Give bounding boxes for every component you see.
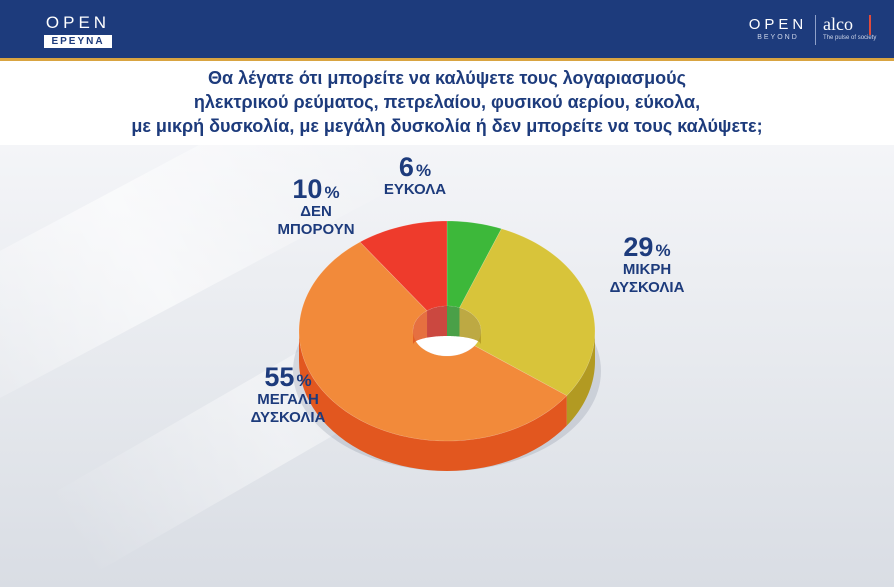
slice-label-megali-duskolia: 55% ΜΕΓΑΛΗ ΔΥΣΚΟΛΙΑ: [228, 363, 348, 427]
slice-inner-wall-3: [427, 306, 447, 338]
donut-chart: [293, 220, 601, 471]
slice-side-1: [566, 331, 595, 426]
slice-side-2: [299, 331, 567, 471]
alco-tagline: The pulse of society: [823, 35, 877, 41]
slice-label-eukola: 6% ΕΥΚΟΛΑ: [370, 153, 460, 199]
slice-inner-wall-1: [459, 307, 481, 345]
alco-logo: alco The pulse of society: [823, 14, 883, 43]
alco-word: alco: [823, 14, 853, 34]
slice-label-mikri-duskolia: 29% ΜΙΚΡΗ ΔΥΣΚΟΛΙΑ: [592, 233, 702, 297]
percent-sign: %: [655, 241, 671, 260]
slice-category: ΕΥΚΟΛΑ: [383, 181, 447, 198]
slice-label-den-boroun: 10% ΔΕΝ ΜΠΟΡΟΥΝ: [266, 175, 366, 239]
percent-sign: %: [324, 183, 340, 202]
open-logo-word: OPEN: [45, 13, 111, 32]
open-beyond-logo: OPEN BEYOND: [745, 17, 811, 43]
slice-value: 10: [292, 174, 323, 204]
slice-inner-wall-2: [413, 310, 428, 345]
ereuna-logo-sub: ΕΡΕΥΝΑ: [44, 35, 112, 48]
slice-value: 55: [264, 362, 295, 392]
slice-category: ΜΕΓΑΛΗ ΔΥΣΚΟΛΙΑ: [250, 391, 326, 426]
chart-title-line-2: ηλεκτρικού ρεύματος, πετρελαίου, φυσικού…: [193, 92, 701, 112]
logo-divider: [815, 15, 816, 45]
open-ereuna-logo: OPEN ΕΡΕΥΝΑ: [44, 14, 112, 48]
alco-accent-bar: [869, 15, 871, 35]
slice-category: ΔΕΝ ΜΠΟΡΟΥΝ: [277, 203, 355, 238]
header-bar: OPEN ΕΡΕΥΝΑ OPEN BEYOND alco The pulse o…: [0, 0, 894, 61]
chart-area: 6% ΕΥΚΟΛΑ 29% ΜΙΚΡΗ ΔΥΣΚΟΛΙΑ 55% ΜΕΓΑΛΗ …: [0, 145, 894, 587]
percent-sign: %: [296, 371, 312, 390]
slice-category: ΜΙΚΡΗ ΔΥΣΚΟΛΙΑ: [609, 261, 685, 296]
open-beyond-word: OPEN: [748, 16, 808, 33]
slice-value: 29: [623, 232, 654, 262]
chart-title: Θα λέγατε ότι μπορείτε να καλύψετε τους …: [60, 66, 834, 138]
question-band: [0, 61, 894, 145]
chart-title-line-3: με μικρή δυσκολία, με μεγάλη δυσκολία ή …: [131, 116, 763, 136]
percent-sign: %: [415, 161, 432, 180]
slice-inner-wall-0: [447, 306, 460, 337]
chart-title-line-1: Θα λέγατε ότι μπορείτε να καλύψετε τους …: [208, 68, 686, 88]
open-beyond-sub: BEYOND: [757, 34, 799, 41]
slice-value: 6: [398, 152, 414, 182]
